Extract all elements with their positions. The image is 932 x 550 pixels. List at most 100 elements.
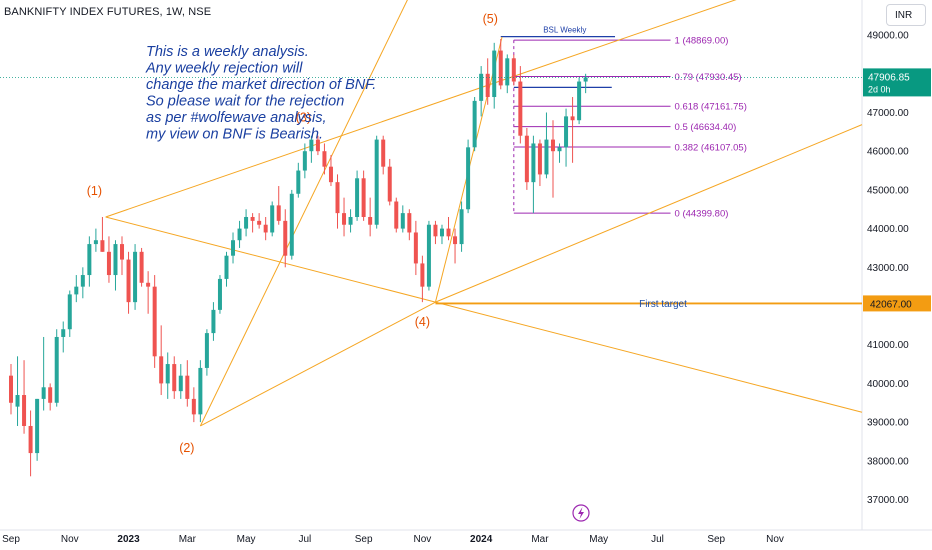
candle-body [15,395,20,407]
y-tick-label: 43000.00 [867,263,909,274]
bsl-label: BSL Weekly [543,26,586,35]
candle-body [550,139,555,152]
analysis-note-line: as per #wolfewave analysis, [146,110,327,126]
analysis-note-line: my view on BNF is Bearish. [146,127,323,143]
y-tick-label: 45000.00 [867,185,909,196]
currency-selector[interactable]: INR [886,4,926,26]
x-tick-label: Jul [298,534,311,545]
candle-body [28,425,33,454]
y-tick-label: 44000.00 [867,224,909,235]
candle-body [361,178,366,217]
candle-body [564,116,569,148]
candle-body [211,309,216,334]
candle-body [407,213,412,233]
fib-level-label: 0.382 (46107.05) [675,143,747,154]
x-tick-label: 2024 [470,534,493,545]
candle-body [9,375,13,403]
y-tick-label: 38000.00 [867,456,909,467]
candle-body [413,232,418,264]
candle-body [139,251,144,283]
candle-body [531,143,536,183]
wave-label: (2) [179,441,194,455]
candle-body [87,244,92,276]
x-tick-label: 2023 [117,534,140,545]
candle-body [191,398,196,415]
candle-body [270,205,275,233]
analysis-note-line: This is a weekly analysis. [146,44,309,60]
x-tick-label: Sep [355,534,373,545]
candle-body [133,251,138,303]
candle-body [557,147,562,152]
x-tick-label: Mar [179,534,197,545]
candle-body [113,244,118,276]
candle-body [22,395,27,426]
wolfe-line-1-4 [105,216,863,413]
candle-body [433,224,438,237]
candle-body [544,139,549,175]
candle-body [120,244,125,260]
candle-body [289,193,294,256]
candle-body [446,228,451,237]
candle-body [479,73,484,101]
y-tick-label: 49000.00 [867,31,909,42]
candle-body [309,139,314,152]
candle-body [61,329,66,337]
candle-body [93,240,98,245]
candle-body [342,213,347,225]
first-target-price-label: 42067.00 [870,299,912,310]
candle-body [420,263,425,287]
wave-label: (1) [87,184,102,198]
x-tick-label: May [237,534,256,545]
x-tick-label: May [589,534,608,545]
wave-label: (3) [296,111,311,125]
candle-body [302,151,307,171]
candle-body [328,166,333,183]
wave-label: (5) [483,12,498,26]
x-tick-label: Sep [707,534,725,545]
candle-body [492,50,497,98]
candle-body [165,364,170,384]
candle-body [41,387,46,399]
candle-body [100,240,105,252]
chart-title: BANKNIFTY INDEX FUTURES, 1W, NSE [4,6,212,18]
candle-body [505,58,510,86]
x-tick-label: Nov [61,534,79,545]
candle-body [146,282,151,287]
candle-body [244,216,249,229]
candle-body [126,259,131,303]
bar-countdown: 2d 0h [868,84,891,94]
analysis-note-line: Any weekly rejection will [145,61,303,77]
candle-body [35,398,40,454]
y-tick-label: 46000.00 [867,147,909,158]
candle-body [498,50,503,86]
candle-body [106,251,111,276]
candle-body [178,375,183,392]
candle-body [159,356,164,384]
candle-body [394,201,399,229]
candle-body [172,364,177,392]
candle-body [74,286,79,295]
wave-label: (4) [415,315,430,329]
y-tick-label: 37000.00 [867,495,909,506]
candle-body [453,236,458,245]
x-tick-label: Sep [2,534,20,545]
candle-body [439,228,444,237]
y-tick-label: 41000.00 [867,340,909,351]
candle-body [204,333,209,368]
candle-body [355,178,360,217]
candle-body [570,116,575,121]
candle-body [185,375,190,399]
y-tick-label: 39000.00 [867,418,909,429]
candle-body [583,77,588,82]
candle-body [466,147,471,210]
candle-body [426,224,431,287]
x-tick-label: Jul [651,534,664,545]
candle-body [374,139,379,225]
candle-body [54,336,59,403]
candle-body [263,224,268,233]
candle-body [67,294,72,330]
candle-body [296,170,301,194]
candle-body [400,213,405,229]
